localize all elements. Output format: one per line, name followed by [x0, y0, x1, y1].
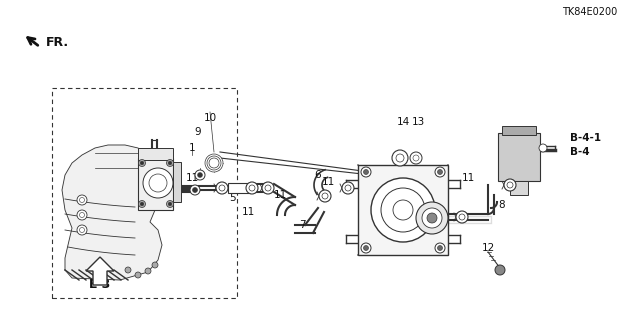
- Text: B-4: B-4: [570, 147, 589, 157]
- Text: 9: 9: [195, 127, 202, 137]
- Circle shape: [79, 197, 84, 203]
- Circle shape: [262, 182, 274, 194]
- Circle shape: [205, 154, 223, 172]
- Circle shape: [345, 185, 351, 191]
- Circle shape: [166, 201, 173, 207]
- Circle shape: [77, 225, 87, 235]
- Text: E-3: E-3: [89, 278, 111, 292]
- Text: 6: 6: [315, 170, 321, 180]
- Circle shape: [246, 182, 258, 194]
- Circle shape: [149, 174, 167, 192]
- Circle shape: [198, 172, 202, 178]
- Circle shape: [193, 188, 198, 193]
- Circle shape: [422, 208, 442, 228]
- Circle shape: [125, 267, 131, 273]
- Text: 11: 11: [461, 173, 475, 183]
- Circle shape: [143, 168, 173, 198]
- Text: B-4-1: B-4-1: [570, 133, 601, 143]
- Circle shape: [456, 211, 468, 223]
- Circle shape: [216, 182, 228, 194]
- Bar: [498, 133, 540, 181]
- Text: 8: 8: [499, 200, 506, 210]
- Circle shape: [195, 170, 205, 180]
- Bar: [358, 165, 448, 255]
- Circle shape: [361, 167, 371, 177]
- Text: 7: 7: [299, 220, 305, 230]
- Text: 5: 5: [230, 193, 236, 203]
- Polygon shape: [62, 145, 162, 280]
- Circle shape: [135, 272, 141, 278]
- Bar: [52, 88, 237, 298]
- Circle shape: [265, 185, 271, 191]
- Circle shape: [438, 170, 442, 174]
- Circle shape: [190, 185, 200, 195]
- Circle shape: [342, 182, 354, 194]
- Circle shape: [381, 188, 425, 232]
- Bar: [228, 183, 250, 193]
- Circle shape: [410, 152, 422, 164]
- Polygon shape: [86, 257, 114, 285]
- Circle shape: [77, 195, 87, 205]
- Text: FR.: FR.: [46, 36, 69, 49]
- Circle shape: [435, 167, 445, 177]
- Circle shape: [504, 179, 516, 191]
- Text: 10: 10: [204, 113, 216, 123]
- Circle shape: [319, 190, 331, 202]
- Circle shape: [79, 228, 84, 233]
- Circle shape: [364, 245, 369, 251]
- Circle shape: [392, 150, 408, 166]
- Circle shape: [138, 159, 145, 166]
- Text: 4: 4: [527, 143, 533, 153]
- Circle shape: [393, 200, 413, 220]
- Circle shape: [495, 265, 505, 275]
- Bar: [502, 126, 536, 135]
- Text: 3: 3: [385, 193, 391, 203]
- Circle shape: [140, 161, 144, 165]
- Circle shape: [152, 262, 158, 268]
- Text: 11: 11: [273, 190, 287, 200]
- Circle shape: [371, 178, 435, 242]
- Circle shape: [427, 213, 437, 223]
- Circle shape: [438, 245, 442, 251]
- Circle shape: [249, 185, 255, 191]
- Circle shape: [138, 201, 145, 207]
- Bar: [138, 148, 173, 160]
- Circle shape: [168, 161, 172, 165]
- Text: 11: 11: [241, 207, 255, 217]
- Circle shape: [416, 202, 448, 234]
- Circle shape: [396, 154, 404, 162]
- Circle shape: [166, 159, 173, 166]
- Circle shape: [79, 212, 84, 218]
- Text: 12: 12: [481, 243, 495, 253]
- Circle shape: [435, 243, 445, 253]
- Text: 13: 13: [412, 117, 424, 127]
- Circle shape: [507, 182, 513, 188]
- Circle shape: [77, 210, 87, 220]
- Circle shape: [413, 155, 419, 161]
- Circle shape: [140, 202, 144, 206]
- Circle shape: [209, 158, 219, 168]
- Bar: [510, 181, 528, 195]
- Text: 2: 2: [427, 208, 433, 218]
- Circle shape: [168, 202, 172, 206]
- Text: 11: 11: [499, 163, 511, 173]
- Circle shape: [459, 214, 465, 220]
- Text: 11: 11: [186, 173, 198, 183]
- Text: 14: 14: [396, 117, 410, 127]
- Circle shape: [361, 243, 371, 253]
- Circle shape: [364, 170, 369, 174]
- Circle shape: [539, 144, 547, 152]
- Circle shape: [322, 193, 328, 199]
- Text: 1: 1: [189, 143, 195, 153]
- Bar: [173, 162, 181, 202]
- Circle shape: [219, 185, 225, 191]
- Text: 11: 11: [321, 177, 335, 187]
- Bar: [138, 158, 173, 210]
- Circle shape: [207, 156, 221, 170]
- Circle shape: [145, 268, 151, 274]
- Text: TK84E0200: TK84E0200: [563, 7, 618, 17]
